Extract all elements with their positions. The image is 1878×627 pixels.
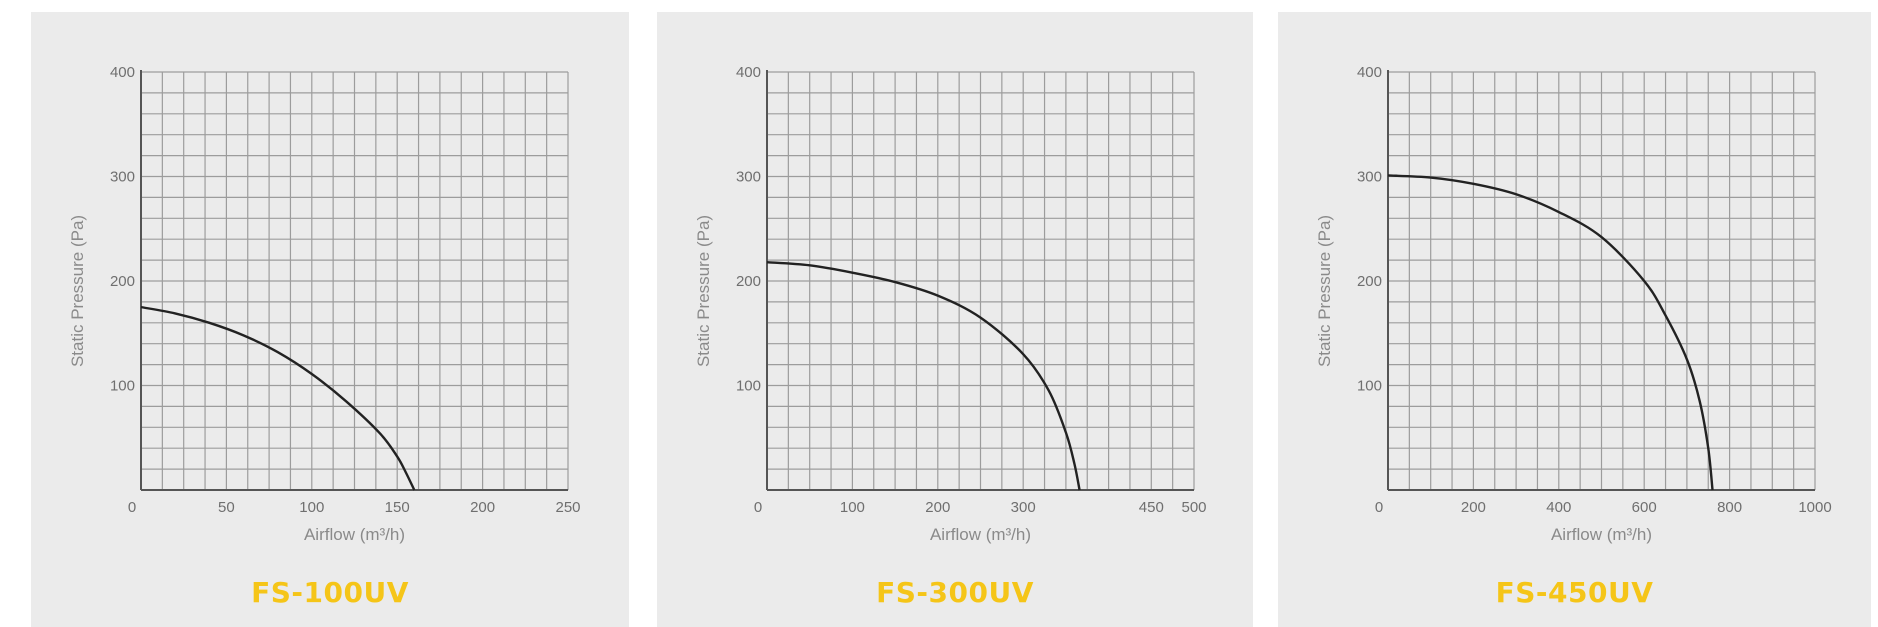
chart3-y-tick-label: 200 — [1357, 273, 1382, 290]
chart-fs-100uv: 100 200 300 400 0 50 100 150 200 250 Airflow (m³/h… — [68, 64, 581, 544]
chart2-y-tick-label: 400 — [736, 64, 761, 81]
chart3-grid — [1388, 71, 1816, 490]
chart2-x-tick-label: 200 — [925, 499, 950, 516]
chart3-performance-curve — [1387, 174, 1714, 491]
chart3-x-tick-label: 600 — [1632, 499, 1657, 516]
chart1-y-tick-label: 400 — [110, 64, 135, 81]
chart3-x-tick-label: 200 — [1461, 499, 1486, 516]
chart2-y-axis-title: Static Pressure (Pa) — [694, 215, 713, 367]
chart1-x-tick-label: 0 — [128, 499, 136, 516]
chart2-x-tick-label: 300 — [1011, 499, 1036, 516]
chart-panel-fs-450uv: 100 200 300 400 0 200 400 600 800 1000 Airflow (m³… — [1278, 12, 1871, 627]
chart1-y-tick-label: 100 — [110, 378, 135, 395]
chart2-grid — [767, 71, 1195, 490]
chart1-x-tick-label: 50 — [218, 499, 235, 516]
chart3-y-axis-title: Static Pressure (Pa) — [1315, 215, 1334, 367]
chart2-x-tick-label: 450 — [1139, 499, 1164, 516]
chart3-y-tick-label: 400 — [1357, 64, 1382, 81]
chart3-x-tick-label: 0 — [1375, 499, 1383, 516]
chart1-x-tick-label: 250 — [555, 499, 580, 516]
model-label-fs-100uv: FS-100UV — [251, 576, 409, 609]
chart3-x-axis-title: Airflow (m³/h) — [1551, 525, 1652, 544]
chart-panel-fs-100uv: 100 200 300 400 0 50 100 150 200 250 Airflow (m³/h… — [31, 12, 629, 627]
chart2-performance-curve — [766, 260, 1081, 491]
chart3-x-tick-label: 1000 — [1798, 499, 1831, 516]
chart-fs-450uv: 100 200 300 400 0 200 400 600 800 1000 Airflow (m³… — [1315, 64, 1832, 544]
chart1-grid — [141, 71, 569, 490]
chart2-y-tick-label: 100 — [736, 378, 761, 395]
chart1-x-tick-label: 100 — [299, 499, 324, 516]
chart-fs-300uv: 100 200 300 400 0 100 200 300 450 500 Airflow (m³/… — [694, 64, 1207, 544]
model-label-fs-300uv: FS-300UV — [876, 576, 1034, 609]
chart2-y-tick-label: 200 — [736, 273, 761, 290]
chart1-x-tick-label: 200 — [470, 499, 495, 516]
chart-panel-fs-300uv: 100 200 300 400 0 100 200 300 450 500 Airflow (m³/… — [657, 12, 1253, 627]
chart3-x-tick-label: 800 — [1717, 499, 1742, 516]
chart3-y-tick-label: 300 — [1357, 169, 1382, 186]
chart3-x-tick-label: 400 — [1546, 499, 1571, 516]
chart2-x-tick-label: 100 — [840, 499, 865, 516]
chart1-x-tick-label: 150 — [385, 499, 410, 516]
model-label-fs-450uv: FS-450UV — [1495, 576, 1654, 609]
chart2-x-tick-label: 500 — [1181, 499, 1206, 516]
chart2-x-axis-title: Airflow (m³/h) — [930, 525, 1031, 544]
chart1-performance-curve — [140, 305, 416, 491]
chart1-y-tick-label: 300 — [110, 169, 135, 186]
chart1-y-axis-title: Static Pressure (Pa) — [68, 215, 87, 367]
chart3-y-tick-label: 100 — [1357, 378, 1382, 395]
chart1-x-axis-title: Airflow (m³/h) — [304, 525, 405, 544]
chart2-x-tick-label: 0 — [754, 499, 762, 516]
chart2-y-tick-label: 300 — [736, 169, 761, 186]
chart1-y-tick-label: 200 — [110, 273, 135, 290]
